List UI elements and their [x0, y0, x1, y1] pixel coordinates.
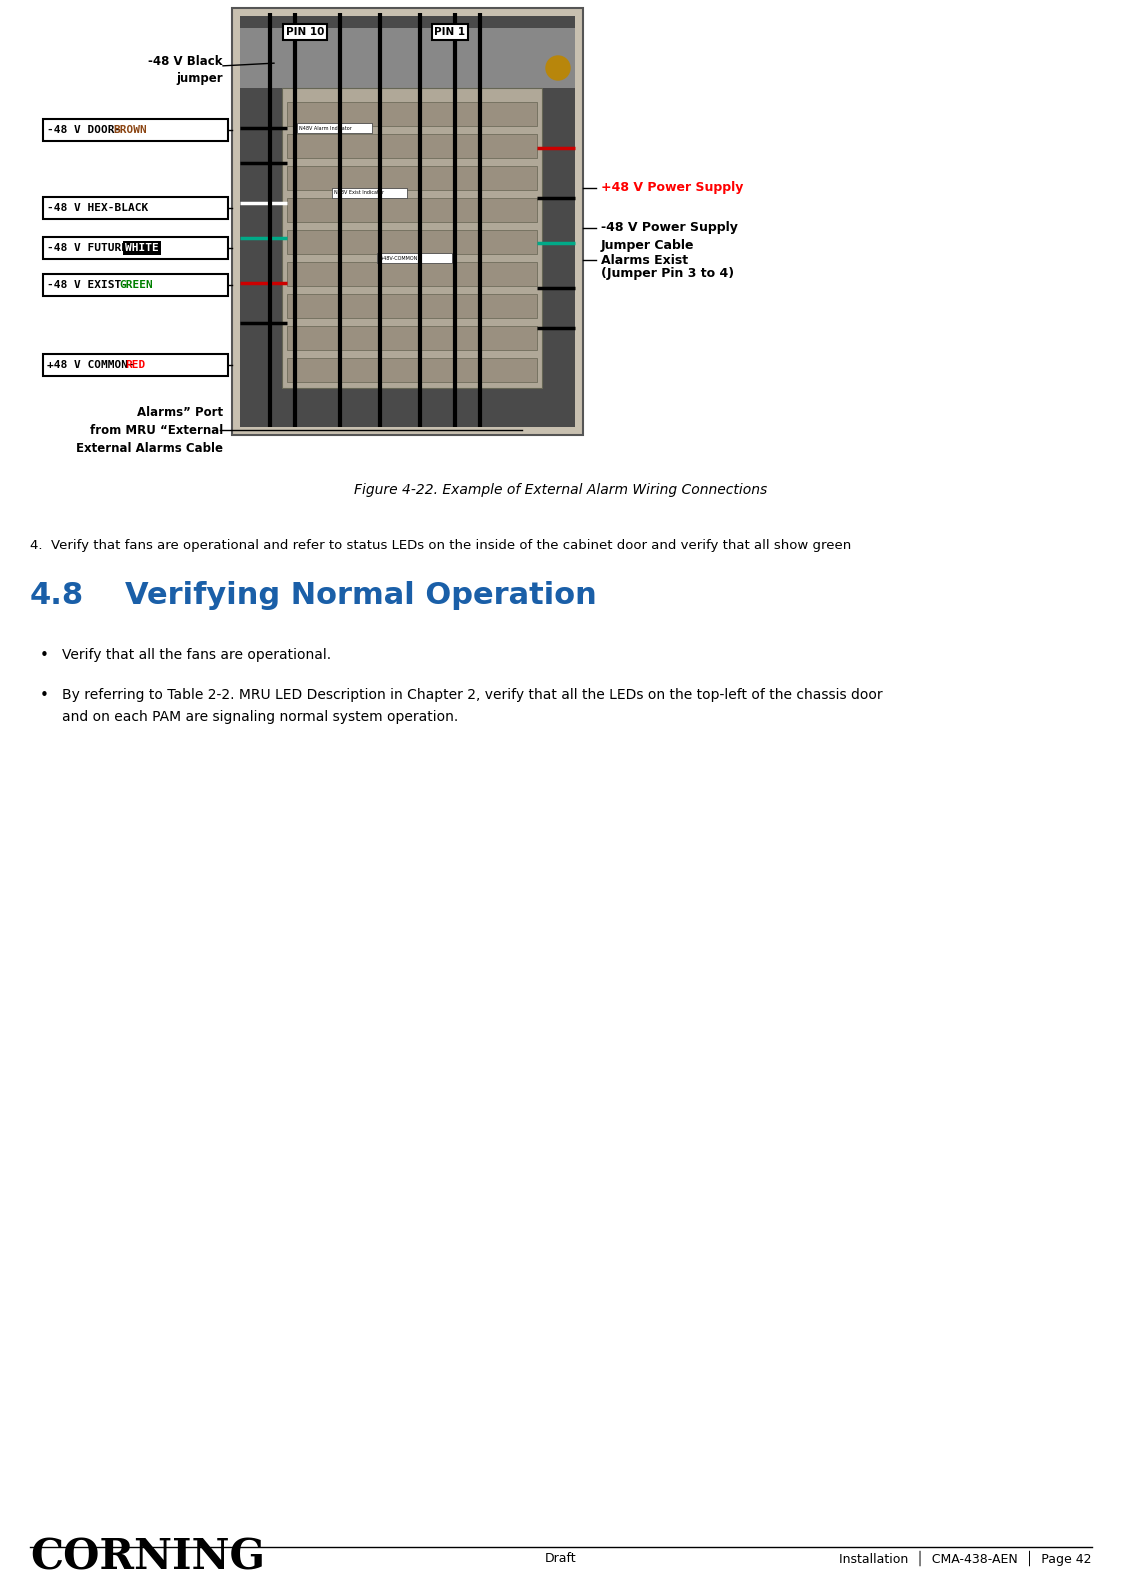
- Text: Draft: Draft: [545, 1552, 577, 1565]
- FancyBboxPatch shape: [287, 357, 537, 382]
- FancyBboxPatch shape: [43, 197, 228, 219]
- Text: By referring to Table 2-2. MRU LED Description in Chapter 2, verify that all the: By referring to Table 2-2. MRU LED Descr…: [62, 688, 883, 702]
- Text: +48 V Power Supply: +48 V Power Supply: [601, 181, 744, 195]
- Text: -48 V Power Supply: -48 V Power Supply: [601, 222, 738, 235]
- Text: •: •: [40, 688, 49, 702]
- Text: Alarms” Port: Alarms” Port: [137, 406, 223, 419]
- FancyBboxPatch shape: [232, 8, 583, 434]
- Text: -48 V EXIST-: -48 V EXIST-: [47, 280, 128, 290]
- Text: (Jumper Pin 3 to 4): (Jumper Pin 3 to 4): [601, 268, 734, 280]
- FancyBboxPatch shape: [240, 28, 574, 88]
- FancyBboxPatch shape: [287, 230, 537, 253]
- Text: PIN 10: PIN 10: [286, 27, 324, 38]
- Text: and on each PAM are signaling normal system operation.: and on each PAM are signaling normal sys…: [62, 710, 458, 724]
- Text: N48V Alarm Indicator: N48V Alarm Indicator: [298, 126, 352, 131]
- FancyBboxPatch shape: [43, 354, 228, 376]
- Text: WHITE: WHITE: [125, 242, 158, 253]
- Text: Installation  │  CMA-438-AEN  │  Page 42: Installation │ CMA-438-AEN │ Page 42: [839, 1550, 1092, 1566]
- FancyBboxPatch shape: [43, 274, 228, 296]
- FancyBboxPatch shape: [287, 326, 537, 349]
- Text: Verifying Normal Operation: Verifying Normal Operation: [125, 581, 597, 609]
- FancyBboxPatch shape: [43, 238, 228, 260]
- FancyBboxPatch shape: [287, 261, 537, 286]
- FancyBboxPatch shape: [287, 134, 537, 157]
- Text: RED: RED: [125, 360, 145, 370]
- Text: •: •: [40, 647, 49, 663]
- Text: External Alarms Cable: External Alarms Cable: [76, 441, 223, 455]
- Text: -48 V HEX-BLACK: -48 V HEX-BLACK: [47, 203, 148, 212]
- Text: CORNING: CORNING: [30, 1536, 265, 1574]
- Text: N48V Exist Indicator: N48V Exist Indicator: [334, 190, 384, 195]
- FancyBboxPatch shape: [297, 123, 373, 132]
- Text: 4.8: 4.8: [30, 581, 84, 609]
- Text: BROWN: BROWN: [113, 124, 147, 135]
- FancyBboxPatch shape: [332, 187, 407, 198]
- Text: +48V-COMMON: +48V-COMMON: [379, 255, 417, 261]
- FancyBboxPatch shape: [282, 88, 542, 389]
- Text: PIN 1: PIN 1: [434, 27, 466, 38]
- Circle shape: [546, 57, 570, 80]
- Text: Jumper Cable: Jumper Cable: [601, 239, 695, 252]
- Text: Verify that all the fans are operational.: Verify that all the fans are operational…: [62, 648, 331, 663]
- FancyBboxPatch shape: [287, 294, 537, 318]
- Text: 4.  Verify that fans are operational and refer to status LEDs on the inside of t: 4. Verify that fans are operational and …: [30, 538, 852, 551]
- Text: from MRU “External: from MRU “External: [90, 423, 223, 436]
- Text: Alarms Exist: Alarms Exist: [601, 253, 688, 266]
- FancyBboxPatch shape: [287, 165, 537, 190]
- FancyBboxPatch shape: [287, 198, 537, 222]
- FancyBboxPatch shape: [43, 120, 228, 142]
- FancyBboxPatch shape: [377, 253, 452, 263]
- Text: jumper: jumper: [176, 72, 223, 85]
- Text: -48 V Black: -48 V Black: [148, 55, 223, 68]
- FancyBboxPatch shape: [240, 16, 574, 427]
- Text: -48 V FUTURE-: -48 V FUTURE-: [47, 242, 135, 253]
- Text: GREEN: GREEN: [119, 280, 153, 290]
- FancyBboxPatch shape: [287, 102, 537, 126]
- Text: +48 V COMMON-: +48 V COMMON-: [47, 360, 135, 370]
- Text: Figure 4-22. Example of External Alarm Wiring Connections: Figure 4-22. Example of External Alarm W…: [355, 483, 767, 497]
- Text: -48 V DOOR-: -48 V DOOR-: [47, 124, 121, 135]
